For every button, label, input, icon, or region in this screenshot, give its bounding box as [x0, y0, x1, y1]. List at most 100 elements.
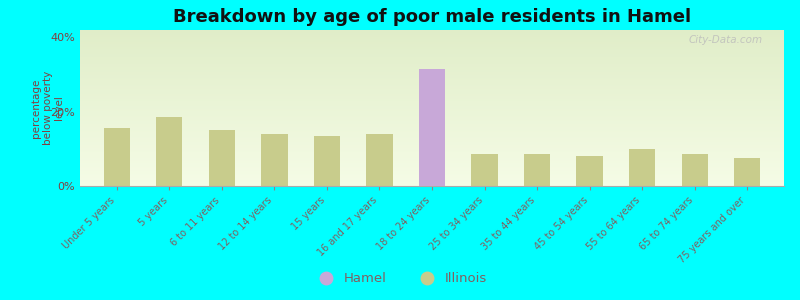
Bar — [80, 163, 784, 164]
Bar — [80, 167, 784, 168]
Bar — [80, 100, 784, 101]
Bar — [80, 132, 784, 133]
Bar — [80, 141, 784, 142]
Bar — [80, 158, 784, 159]
Bar — [80, 161, 784, 162]
Bar — [80, 71, 784, 72]
Bar — [80, 48, 784, 49]
Bar — [80, 125, 784, 126]
Bar — [80, 110, 784, 111]
Bar — [80, 117, 784, 118]
Bar — [80, 108, 784, 109]
Bar — [80, 98, 784, 99]
Bar — [80, 75, 784, 76]
Bar — [80, 53, 784, 54]
Bar — [80, 95, 784, 96]
Bar — [80, 107, 784, 108]
Bar — [80, 47, 784, 48]
Bar — [80, 135, 784, 136]
Bar — [80, 34, 784, 35]
Bar — [80, 154, 784, 155]
Bar — [80, 179, 784, 180]
Bar — [80, 139, 784, 140]
Bar — [80, 81, 784, 82]
Bar — [80, 32, 784, 33]
Title: Breakdown by age of poor male residents in Hamel: Breakdown by age of poor male residents … — [173, 8, 691, 26]
Bar — [80, 134, 784, 135]
Bar — [80, 162, 784, 163]
Bar — [80, 143, 784, 144]
Bar — [80, 183, 784, 184]
Bar — [80, 40, 784, 41]
Bar — [156, 117, 182, 186]
Bar — [80, 160, 784, 161]
Bar — [80, 44, 784, 45]
Bar — [80, 88, 784, 89]
Bar — [80, 172, 784, 173]
Bar — [80, 169, 784, 170]
Bar — [80, 52, 784, 53]
Bar — [80, 104, 784, 105]
Bar — [80, 116, 784, 117]
Bar — [80, 97, 784, 98]
Bar — [80, 56, 784, 57]
Bar — [80, 112, 784, 113]
Bar — [80, 50, 784, 51]
Bar — [80, 151, 784, 152]
Bar — [80, 142, 784, 143]
Bar — [80, 176, 784, 177]
Bar — [80, 171, 784, 172]
Bar — [80, 102, 784, 103]
Bar — [80, 106, 784, 107]
Bar — [80, 90, 784, 91]
Bar — [80, 62, 784, 63]
Bar — [80, 96, 784, 97]
Bar — [80, 185, 784, 186]
Bar — [419, 69, 445, 186]
Bar — [577, 156, 602, 186]
Bar — [80, 149, 784, 150]
Bar — [80, 152, 784, 153]
Bar — [80, 83, 784, 84]
Bar — [734, 158, 760, 186]
Bar — [80, 61, 784, 62]
Bar — [80, 84, 784, 85]
Bar — [80, 137, 784, 138]
Bar — [80, 173, 784, 174]
Bar — [80, 131, 784, 132]
Bar — [80, 144, 784, 145]
Bar — [80, 101, 784, 102]
Bar — [80, 72, 784, 73]
Bar — [80, 147, 784, 148]
Bar — [80, 145, 784, 146]
Bar — [80, 129, 784, 130]
Bar — [80, 68, 784, 69]
Bar — [80, 123, 784, 124]
Legend: Hamel, Illinois: Hamel, Illinois — [307, 267, 493, 290]
Bar — [80, 63, 784, 64]
Bar — [80, 92, 784, 93]
Bar — [366, 134, 393, 186]
Bar — [80, 69, 784, 70]
Bar — [682, 154, 708, 186]
Bar — [80, 55, 784, 56]
Bar — [80, 175, 784, 176]
Bar — [80, 66, 784, 67]
Bar — [80, 65, 784, 66]
Bar — [80, 180, 784, 181]
Bar — [80, 126, 784, 127]
Bar — [80, 166, 784, 167]
Bar — [80, 87, 784, 88]
Bar — [80, 80, 784, 81]
Bar — [80, 79, 784, 80]
Bar — [80, 99, 784, 100]
Bar — [80, 46, 784, 47]
Bar — [80, 148, 784, 149]
Bar — [80, 93, 784, 94]
Bar — [80, 36, 784, 37]
Bar — [80, 118, 784, 119]
Bar — [80, 140, 784, 141]
Bar — [80, 159, 784, 160]
Bar — [80, 155, 784, 156]
Bar — [80, 86, 784, 87]
